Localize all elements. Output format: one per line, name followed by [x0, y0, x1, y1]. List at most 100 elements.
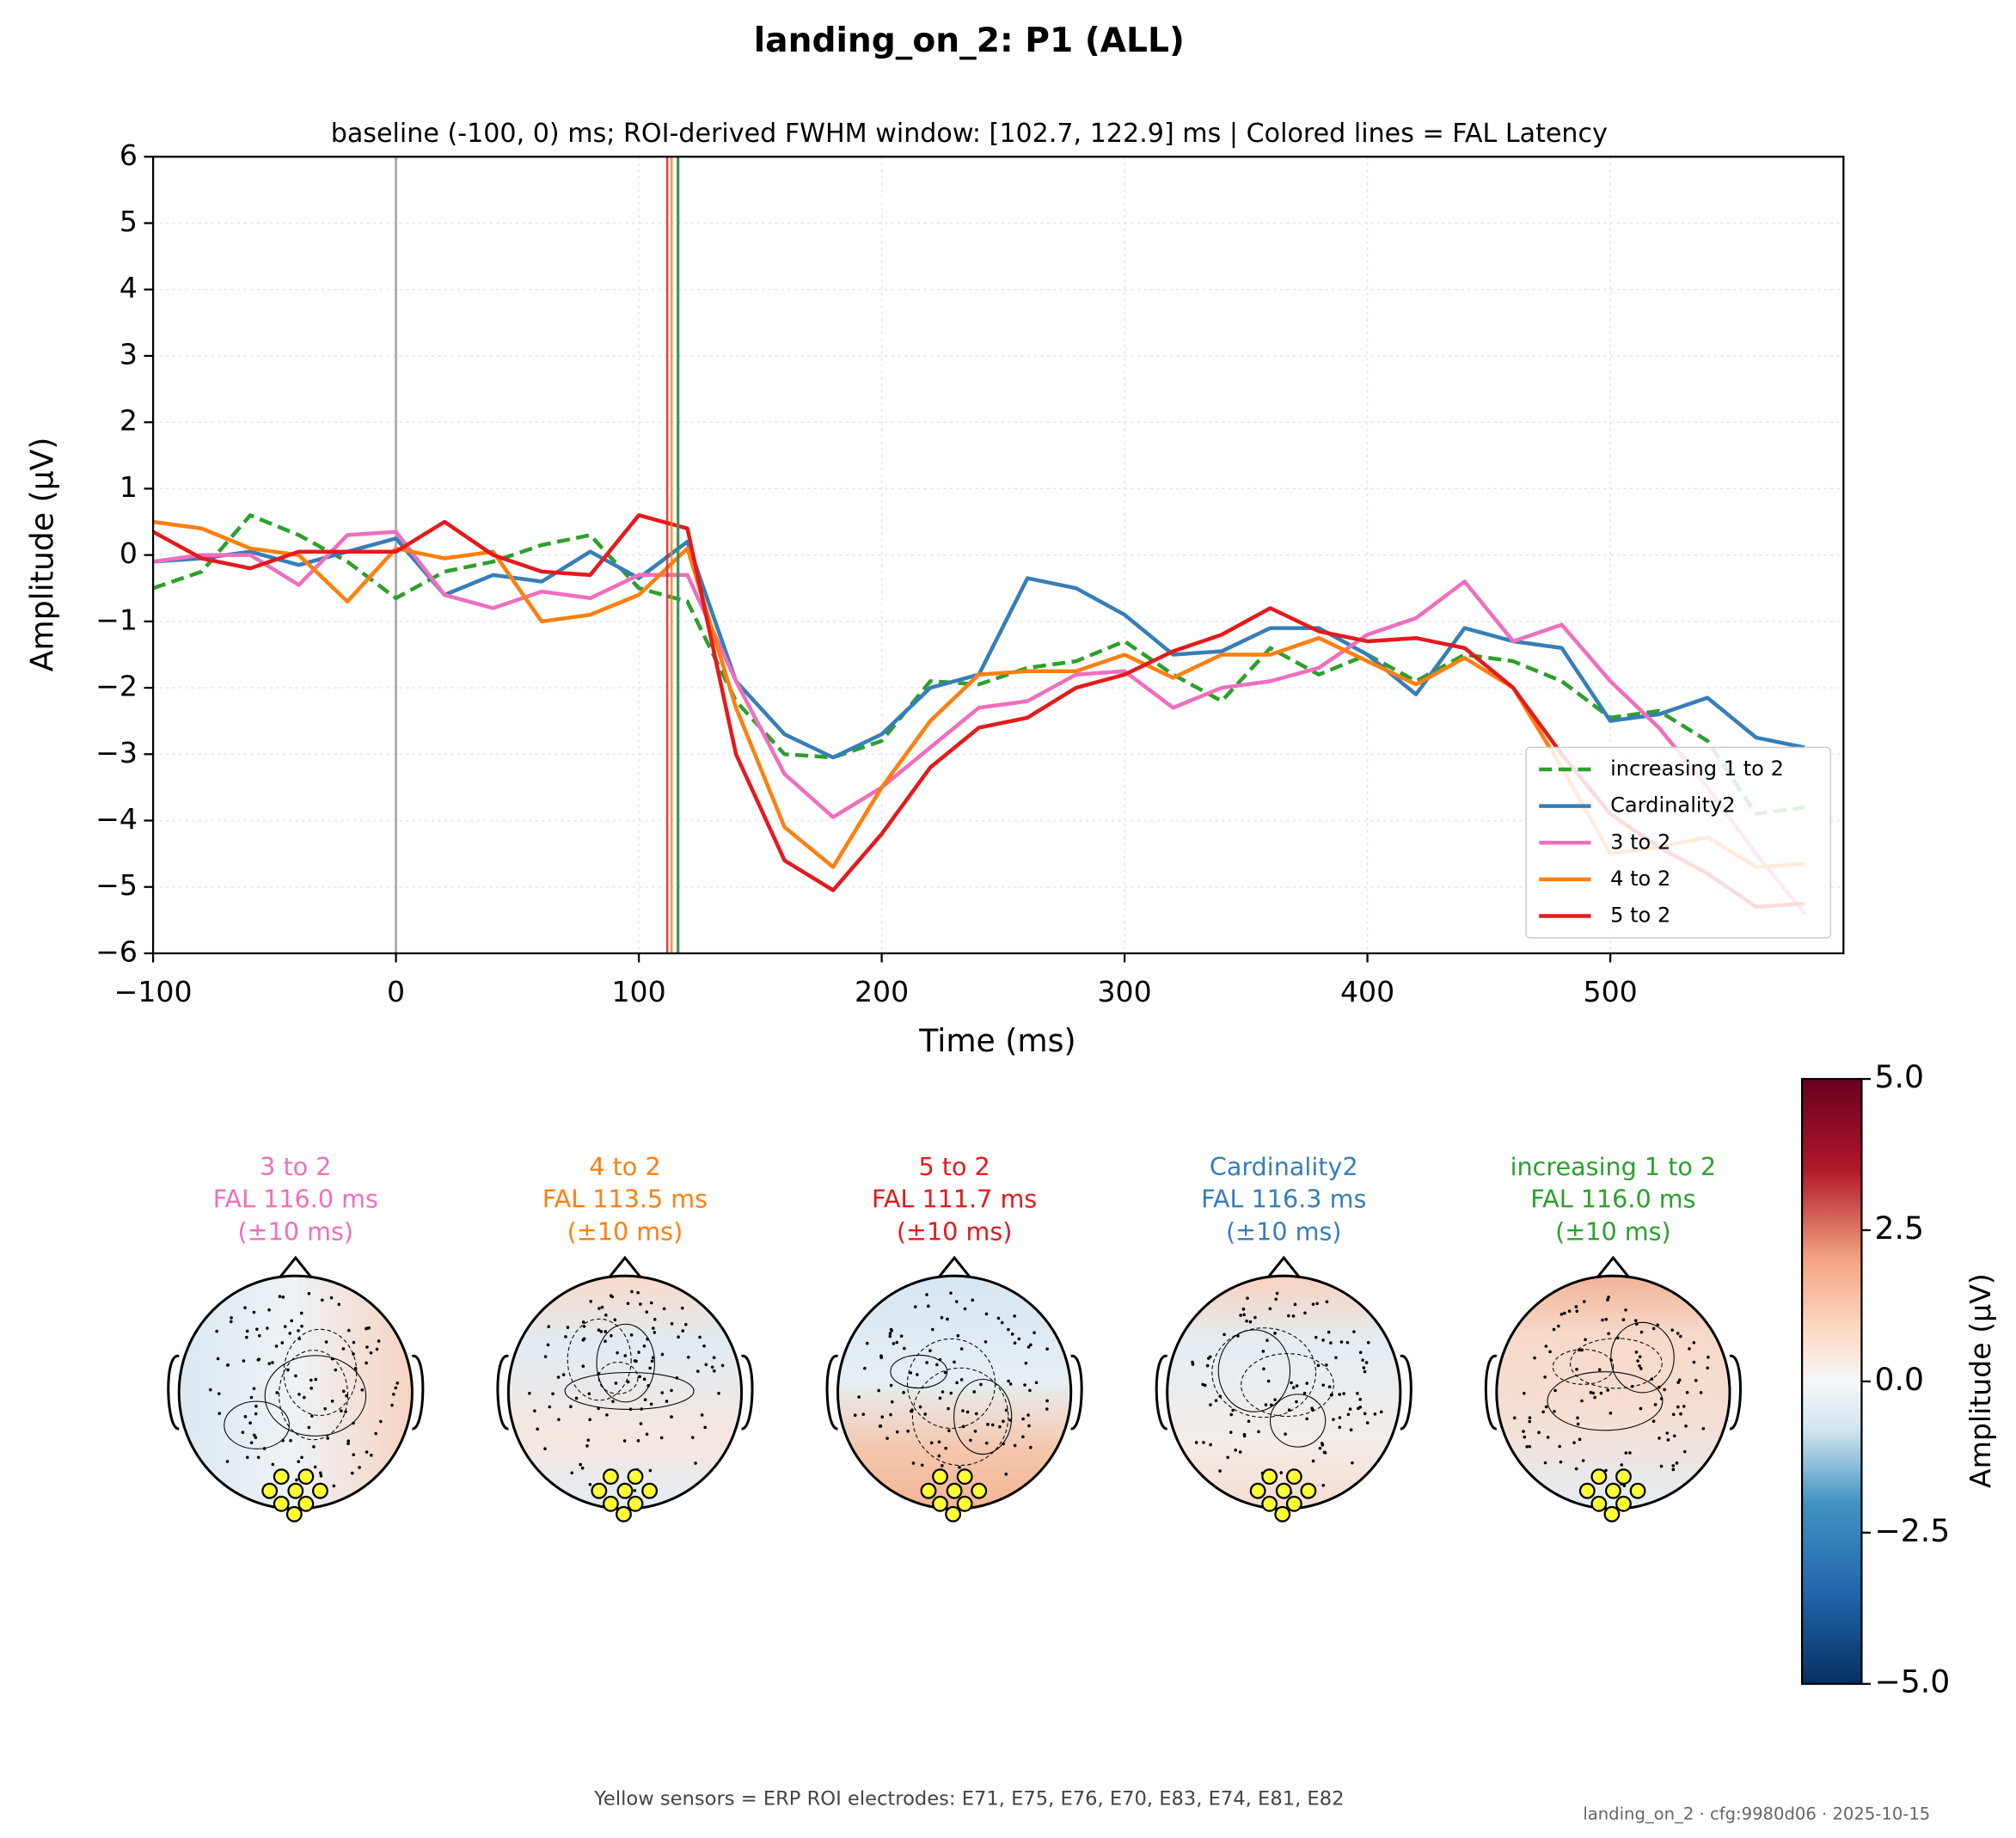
sensor: [889, 1383, 893, 1388]
sensor: [332, 1484, 336, 1488]
roi-sensor: [641, 1482, 659, 1499]
sensor: [1311, 1302, 1315, 1306]
sensor: [1270, 1403, 1273, 1407]
sensor: [1287, 1314, 1290, 1318]
topomap-window: (±10 ms): [1555, 1216, 1671, 1246]
sensor: [660, 1391, 665, 1394]
sensor: [1242, 1434, 1247, 1438]
roi-sensor: [932, 1468, 948, 1486]
sensor: [1630, 1384, 1634, 1388]
sensor: [281, 1438, 285, 1443]
sensor: [986, 1423, 990, 1426]
roi-sensor: [1578, 1482, 1596, 1499]
topomap-window: (±10 ms): [1226, 1216, 1342, 1246]
sensor: [346, 1442, 350, 1446]
chart-title: landing_on_2: P1 (ALL): [754, 21, 1185, 60]
y-tick-label: 5: [119, 205, 138, 238]
topomap-window: (±10 ms): [238, 1216, 354, 1246]
sensor: [899, 1334, 904, 1338]
sensor: [665, 1400, 669, 1403]
sensor: [340, 1409, 343, 1412]
sensor: [303, 1395, 306, 1400]
sensor: [1002, 1419, 1005, 1424]
sensor: [1364, 1361, 1369, 1364]
sensor: [309, 1378, 313, 1382]
sensor: [1266, 1379, 1271, 1383]
sensor: [636, 1290, 640, 1295]
roi-sensor: [1615, 1468, 1632, 1486]
sensor: [953, 1360, 956, 1364]
sensor: [297, 1329, 300, 1333]
sensor: [1543, 1375, 1547, 1379]
sensor: [257, 1333, 261, 1338]
sensor: [1021, 1417, 1025, 1421]
sensor: [972, 1390, 977, 1394]
sensor: [323, 1406, 327, 1411]
sensor: [556, 1375, 561, 1379]
sensor: [1238, 1450, 1242, 1454]
sensor: [889, 1412, 892, 1417]
sensor: [1253, 1315, 1257, 1320]
sensor: [588, 1418, 591, 1422]
contour: [1610, 1321, 1675, 1394]
topomap-title: increasing 1 to 2: [1510, 1152, 1717, 1181]
sensor: [346, 1439, 351, 1443]
sensor: [1575, 1309, 1579, 1314]
colorbar-tick-label: −2.5: [1874, 1512, 1950, 1549]
sensor: [1007, 1327, 1010, 1332]
head-map: [179, 1276, 413, 1510]
colorbar-tick-label: 2.5: [1874, 1210, 1924, 1247]
sensor: [580, 1466, 585, 1470]
contour: [911, 1367, 1009, 1467]
sensor: [913, 1305, 917, 1308]
y-tick-label: −1: [95, 603, 138, 636]
sensor: [1329, 1341, 1333, 1345]
sensor: [252, 1387, 256, 1390]
sensor: [294, 1374, 297, 1378]
topomap-latency: FAL 116.0 ms: [1530, 1185, 1695, 1214]
sensor: [379, 1419, 383, 1424]
sensor: [1679, 1334, 1682, 1339]
colorbar-tick-label: −5.0: [1874, 1663, 1950, 1700]
roi-sensor: [1629, 1482, 1646, 1499]
sensor: [963, 1307, 967, 1311]
sensor: [1379, 1410, 1383, 1414]
chart-subtitle: baseline (-100, 0) ms; ROI-derived FWHM …: [331, 119, 1608, 149]
sensor: [283, 1325, 287, 1328]
sensor: [1338, 1393, 1342, 1396]
roi-sensor: [1285, 1468, 1302, 1486]
sensor: [271, 1361, 274, 1364]
sensor: [1676, 1332, 1680, 1335]
sensor: [888, 1334, 892, 1339]
sensor: [609, 1294, 613, 1297]
sensor: [1537, 1431, 1541, 1435]
sensor: [1010, 1333, 1014, 1336]
sensor: [1229, 1412, 1234, 1417]
sensor: [943, 1370, 947, 1375]
sensor: [1366, 1340, 1370, 1345]
sensor: [267, 1308, 271, 1312]
sensor: [1311, 1459, 1315, 1463]
sensor: [653, 1331, 657, 1334]
sensor: [971, 1298, 975, 1302]
sensor: [888, 1332, 892, 1335]
sensor: [1578, 1437, 1582, 1442]
sensor: [634, 1359, 638, 1363]
sensor: [574, 1396, 579, 1400]
contour: [224, 1400, 291, 1449]
sensor: [1607, 1332, 1610, 1336]
head-ear: [825, 1354, 838, 1431]
roi-sensor: [1605, 1482, 1621, 1499]
sensor: [1593, 1395, 1596, 1400]
series-line: [153, 530, 1806, 916]
sensor: [543, 1355, 548, 1358]
contour: [906, 1338, 996, 1429]
sensor: [949, 1391, 953, 1395]
sensor: [307, 1425, 311, 1430]
topomap-latency: FAL 116.3 ms: [1201, 1185, 1366, 1214]
sensor: [352, 1421, 355, 1425]
roi-sensor: [1274, 1505, 1291, 1522]
sensor: [1028, 1445, 1033, 1449]
sensor: [1682, 1405, 1686, 1408]
